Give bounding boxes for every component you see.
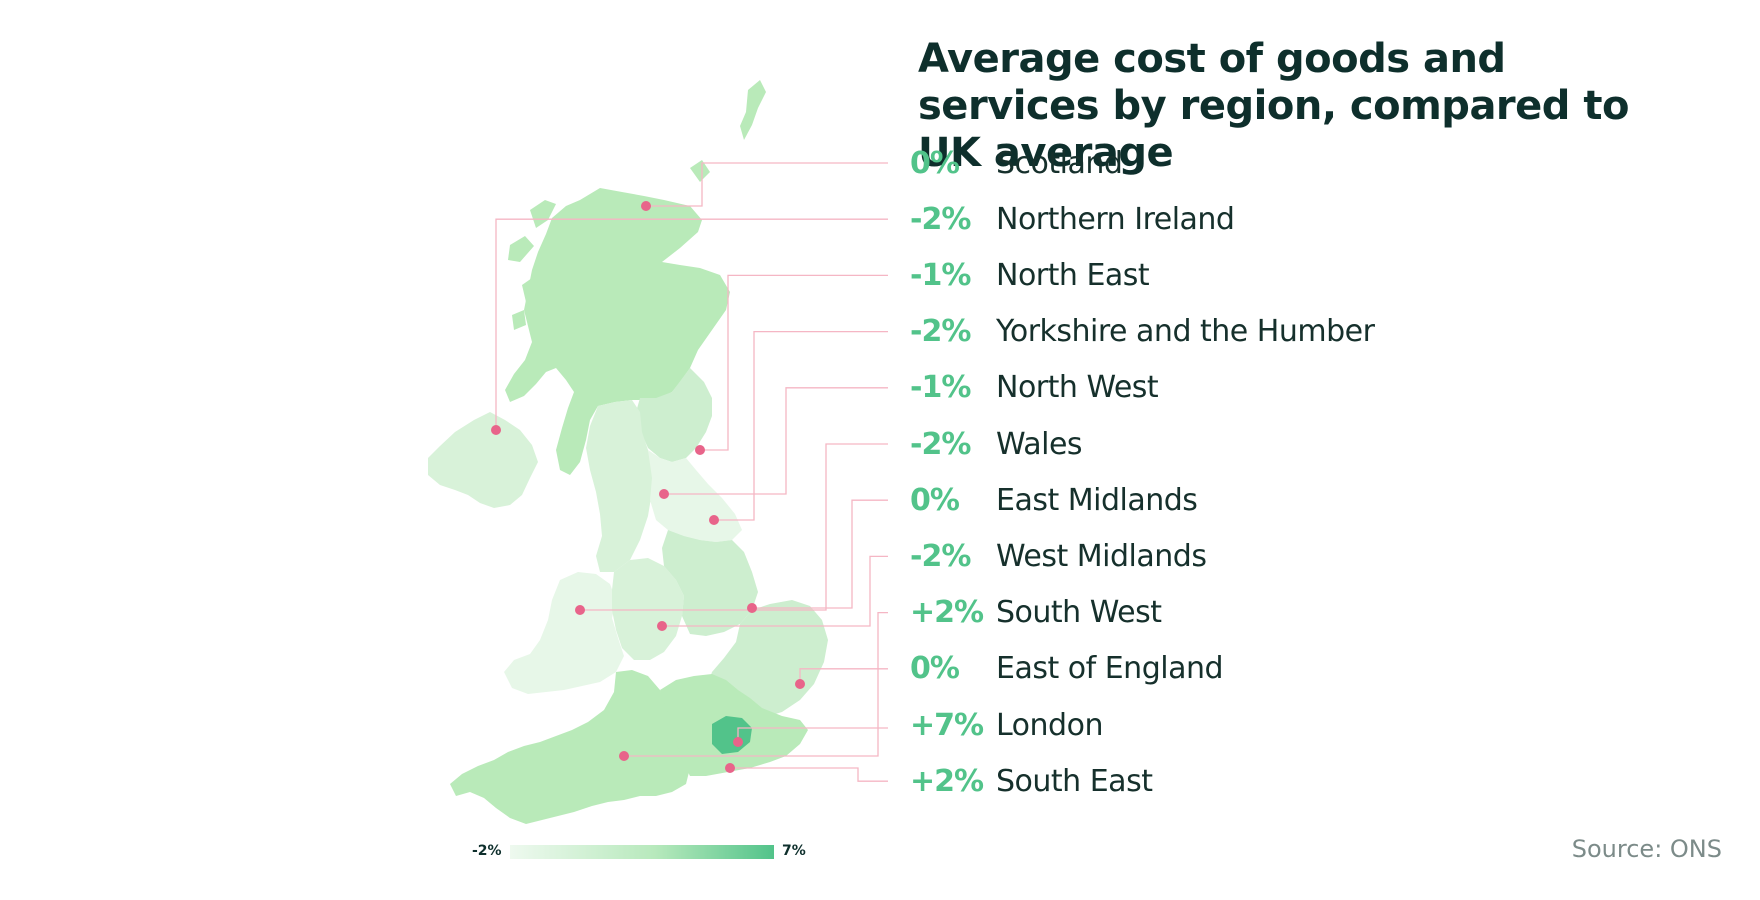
region-name: Northern Ireland [996, 201, 1235, 237]
chart-title: Average cost of goods and services by re… [918, 36, 1629, 176]
source-note: Source: ONS [1571, 835, 1722, 863]
region-name: Wales [996, 426, 1083, 462]
legend-row[interactable]: -2% Yorkshire and the Humber [910, 312, 1375, 352]
region-name: South West [996, 595, 1162, 631]
region-value: -2% [910, 426, 971, 462]
region-northern-ireland[interactable] [428, 412, 538, 508]
region-south-west[interactable] [450, 670, 690, 824]
legend-row[interactable]: +2% South West [910, 593, 1162, 633]
region-name: East of England [996, 651, 1224, 687]
legend-row[interactable]: 0% East Midlands [910, 480, 1198, 520]
region-wales[interactable] [504, 572, 624, 694]
legend-row[interactable]: -1% North West [910, 368, 1159, 408]
region-name: West Midlands [996, 538, 1207, 574]
legend-row[interactable]: +7% London [910, 705, 1103, 745]
region-name: East Midlands [996, 482, 1198, 518]
scale-max-label: 7% [782, 843, 806, 859]
region-name: Yorkshire and the Humber [996, 314, 1375, 350]
region-value: 0% [910, 145, 960, 181]
region-name: South East [996, 763, 1153, 799]
legend-row[interactable]: -2% West Midlands [910, 536, 1207, 576]
color-scale-bar [510, 845, 774, 859]
region-name: London [996, 707, 1103, 743]
scale-min-label: -2% [472, 843, 502, 859]
region-value: -1% [910, 370, 971, 406]
region-value: -1% [910, 257, 971, 293]
legend-row[interactable]: 0% Scotland [910, 143, 1123, 183]
region-value: 0% [910, 651, 960, 687]
legend-row[interactable]: +2% South East [910, 761, 1153, 801]
region-value: +2% [910, 595, 984, 631]
region-yorkshire[interactable] [648, 450, 742, 542]
region-value: +2% [910, 763, 984, 799]
region-value: -2% [910, 201, 971, 237]
legend-row[interactable]: -2% Wales [910, 424, 1083, 464]
region-name: North East [996, 257, 1150, 293]
region-value: 0% [910, 482, 960, 518]
region-value: +7% [910, 707, 984, 743]
legend-row[interactable]: -2% Northern Ireland [910, 199, 1235, 239]
region-name: North West [996, 370, 1159, 406]
legend-row[interactable]: -1% North East [910, 255, 1150, 295]
region-name: Scotland [996, 145, 1123, 181]
region-value: -2% [910, 538, 971, 574]
region-value: -2% [910, 314, 971, 350]
legend-row[interactable]: 0% East of England [910, 649, 1224, 689]
